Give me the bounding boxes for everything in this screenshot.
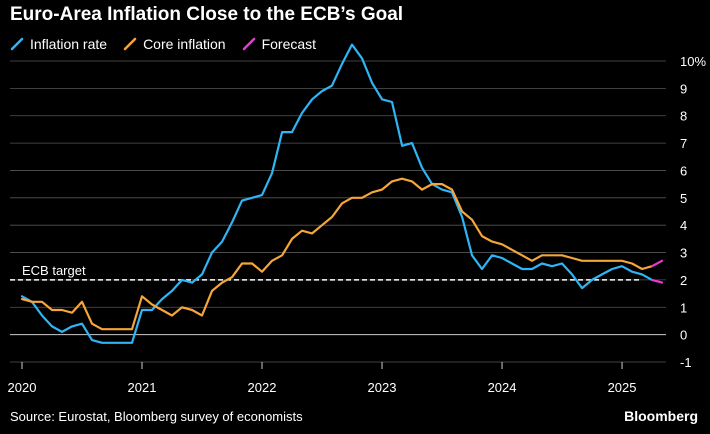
y-tick-label: 0 xyxy=(680,328,687,343)
x-tick-label: 2023 xyxy=(368,380,397,395)
x-tick-label: 2020 xyxy=(8,380,37,395)
y-tick-label: 4 xyxy=(680,218,687,233)
x-tick-label: 2025 xyxy=(608,380,637,395)
y-tick-label: -1 xyxy=(680,355,692,370)
forecast-core-line xyxy=(650,259,664,268)
legend-item-core-inflation: Core inflation xyxy=(123,36,226,52)
y-tick-label: 6 xyxy=(680,163,687,178)
legend-swatch-core-inflation xyxy=(123,37,137,51)
source-note: Source: Eurostat, Bloomberg survey of ec… xyxy=(10,409,303,424)
y-tick-label: 5 xyxy=(680,191,687,206)
legend-item-forecast: Forecast xyxy=(242,36,316,52)
y-axis-ticks: 10% 9 8 7 6 5 4 3 2 1 0 -1 xyxy=(680,54,706,370)
legend-swatch-inflation-rate xyxy=(10,37,24,51)
ecb-target-label: ECB target xyxy=(22,263,86,278)
y-tick-label: 9 xyxy=(680,81,687,96)
legend-label-inflation-rate: Inflation rate xyxy=(30,36,108,52)
chart-title: Euro-Area Inflation Close to the ECB’s G… xyxy=(10,4,404,25)
y-tick-label: 10% xyxy=(680,54,706,69)
legend: Inflation rate Core inflation Forecast xyxy=(10,35,332,53)
ecb-target-layer: ECB target xyxy=(10,263,640,281)
core-inflation-line xyxy=(20,177,654,331)
inflation-rate-line xyxy=(20,43,654,344)
x-tick-label: 2024 xyxy=(488,380,517,395)
legend-swatch-forecast xyxy=(242,37,256,51)
legend-label-forecast: Forecast xyxy=(261,36,317,52)
gridlines xyxy=(10,60,666,363)
forecast-inflation-line xyxy=(650,278,664,284)
brand-logo-text: Bloomberg xyxy=(624,408,698,424)
y-tick-label: 8 xyxy=(680,109,687,124)
x-tick-label: 2022 xyxy=(248,380,277,395)
y-tick-label: 2 xyxy=(680,273,687,288)
x-axis-ticks: 2020 2021 2022 2023 2024 2025 xyxy=(8,362,637,395)
y-tick-label: 7 xyxy=(680,136,687,151)
y-tick-label: 3 xyxy=(680,246,687,261)
x-tick-label: 2021 xyxy=(128,380,157,395)
series-lines xyxy=(20,43,664,344)
legend-label-core-inflation: Core inflation xyxy=(143,36,226,52)
legend-item-inflation-rate: Inflation rate xyxy=(10,36,107,52)
y-tick-label: 1 xyxy=(680,300,687,315)
